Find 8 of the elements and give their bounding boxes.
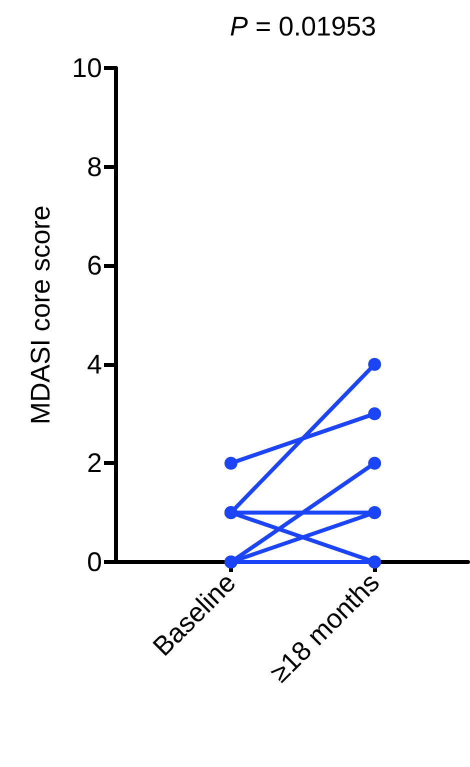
- y-tick-label: 10: [72, 53, 102, 83]
- y-tick-label: 2: [86, 448, 102, 478]
- y-tick-label: 4: [86, 349, 102, 380]
- y-tick-label: 0: [86, 547, 102, 577]
- chart-title: P = 0.01953: [230, 12, 376, 42]
- y-tick-label: 6: [86, 250, 102, 281]
- y-axis-title: MDASI core score: [26, 205, 56, 425]
- y-tick-label: 8: [86, 152, 102, 182]
